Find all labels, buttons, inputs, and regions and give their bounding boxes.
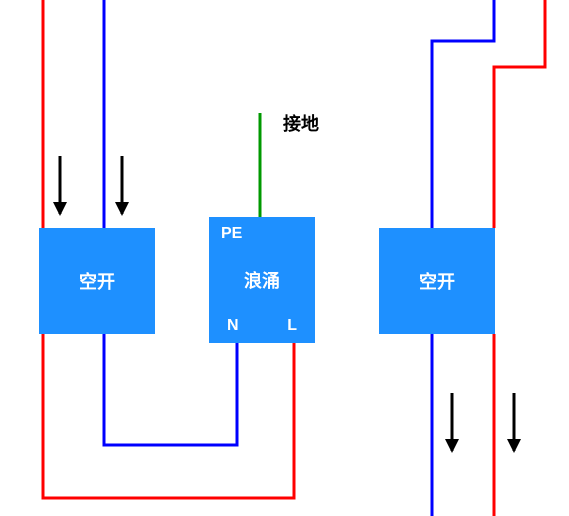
ground-label: 接地 <box>283 110 319 136</box>
surge-label: 浪涌 <box>244 267 280 293</box>
n-label: N <box>227 317 239 335</box>
breaker-left-label: 空开 <box>79 268 115 294</box>
breaker-left: 空开 <box>39 228 155 334</box>
breaker-right-label: 空开 <box>419 268 455 294</box>
l-label: L <box>287 317 297 335</box>
pe-label: PE <box>221 225 242 243</box>
breaker-right: 空开 <box>379 228 495 334</box>
surge-protector: PE 浪涌 N L <box>209 217 315 343</box>
